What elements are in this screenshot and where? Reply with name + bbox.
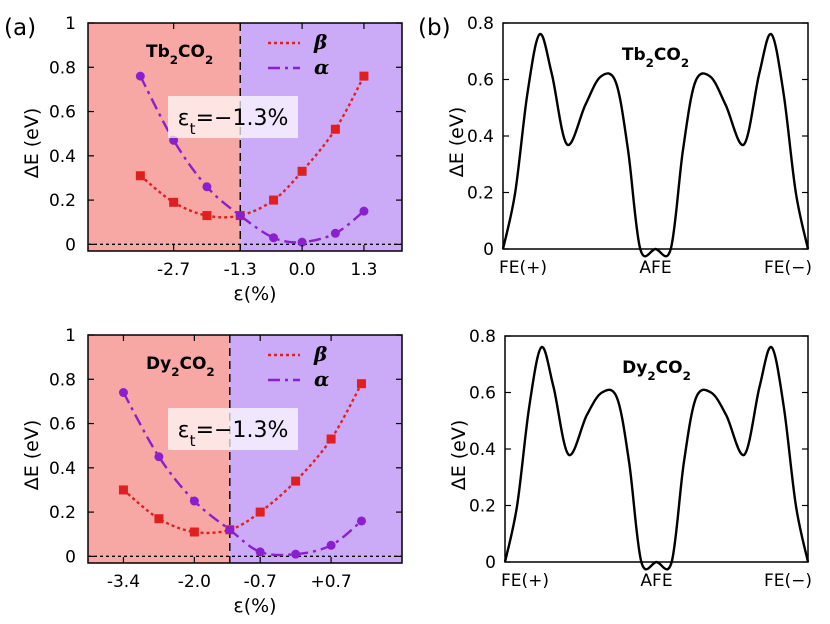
panel-label-a: (a): [4, 15, 36, 41]
data-point-circle: [255, 547, 265, 557]
y-axis-label: ΔE (eV): [21, 108, 43, 179]
y-axis-label: ΔE (eV): [21, 420, 43, 491]
strain-label: εt=−1.3%: [178, 106, 289, 138]
strain-label: εt=−1.3%: [178, 418, 289, 450]
y-tick-label: 0.8: [49, 370, 76, 390]
x-tick-label: FE(−): [764, 571, 812, 591]
x-tick-label: -2.0: [178, 572, 211, 592]
data-point-square: [202, 211, 212, 221]
chart-b-top: 0 0.2 0.4 0.6 0.8 FE(+) AFE FE(−) ΔE (eV) Tb2CO2: [446, 14, 812, 278]
data-point-circle: [225, 525, 235, 535]
data-point-circle: [169, 135, 179, 145]
data-point-square: [326, 434, 336, 444]
x-tick-label: -0.7: [244, 572, 277, 592]
chart-b-bottom: 0 0.2 0.4 0.6 0.8 FE(+) AFE FE(−) ΔE (eV) Dy2CO2: [448, 327, 812, 591]
plot-frame: [87, 334, 403, 564]
data-point-circle: [297, 237, 307, 247]
y-tick-label: 0.8: [49, 58, 76, 78]
y-axis-label: ΔE (eV): [448, 420, 470, 491]
legend-label-alpha: α: [314, 367, 329, 391]
panel-label-b: (b): [418, 15, 451, 41]
data-point-circle: [269, 233, 279, 243]
legend-label-alpha: α: [314, 55, 329, 79]
material-label: Dy2CO2: [146, 354, 215, 379]
material-label: Dy2CO2: [622, 358, 691, 383]
data-point-circle: [189, 496, 199, 506]
y-tick-label: 0: [483, 240, 494, 260]
y-tick-label: 0.2: [467, 184, 494, 204]
data-point-circle: [356, 516, 366, 526]
legend-label-beta: β: [313, 342, 327, 366]
x-axis-label: ε(%): [233, 595, 276, 617]
y-tick-label: 0.4: [467, 127, 494, 147]
x-tick-label: FE(+): [501, 571, 549, 591]
energy-path-curve: [501, 33, 810, 258]
y-tick-label: 0: [65, 235, 76, 255]
y-tick-label: 0.6: [467, 71, 494, 91]
strain-label-box: [168, 96, 298, 138]
x-tick-label: AFE: [640, 571, 672, 591]
y-tick-label: 0.8: [469, 327, 496, 347]
data-point-circle: [330, 228, 340, 238]
y-tick-label: 1: [65, 326, 76, 346]
data-point-circle: [202, 182, 212, 192]
strain-label-box: [168, 408, 298, 450]
data-point-circle: [359, 206, 369, 216]
data-point-square: [330, 124, 340, 134]
x-tick-label: 0.0: [289, 260, 316, 280]
x-tick-label: +0.7: [310, 572, 351, 592]
material-label: Tb2CO2: [622, 45, 689, 70]
material-label: Tb2CO2: [146, 42, 213, 67]
y-tick-label: 0.4: [49, 147, 76, 167]
y-tick-label: 0.6: [49, 103, 76, 123]
y-tick-label: 0.4: [49, 459, 76, 479]
data-point-square: [135, 171, 145, 181]
data-point-square: [356, 379, 366, 389]
data-point-square: [291, 476, 301, 486]
data-point-circle: [135, 71, 145, 81]
data-point-circle: [291, 549, 301, 559]
data-point-circle: [235, 211, 245, 221]
y-tick-label: 0.2: [49, 191, 76, 211]
plot-frame: [87, 22, 403, 252]
data-point-square: [297, 166, 307, 176]
y-tick-label: 0.2: [49, 503, 76, 523]
data-point-square: [189, 527, 199, 537]
x-tick-label: -3.4: [107, 572, 140, 592]
data-point-square: [269, 195, 279, 205]
chart-a-bottom: 0 0.2 0.4 0.6 0.8 1 -3.4 -2.0 -0.7 +0.7 ε(%) ΔE (eV…: [21, 326, 403, 617]
x-tick-label: -1.3: [224, 260, 257, 280]
y-tick-label: 0: [485, 553, 496, 573]
legend-label-beta: β: [313, 30, 327, 54]
y-tick-label: 0.6: [469, 384, 496, 404]
data-point-circle: [326, 540, 336, 550]
y-axis-label: ΔE (eV): [446, 107, 468, 178]
y-tick-label: 0.6: [49, 415, 76, 435]
data-point-circle: [118, 388, 128, 398]
x-axis-label: ε(%): [233, 283, 276, 305]
x-tick-label: FE(−): [764, 258, 812, 278]
y-tick-label: 0.8: [467, 14, 494, 34]
y-tick-label: 0.2: [469, 497, 496, 517]
x-tick-label: 1.3: [350, 260, 377, 280]
x-tick-label: -2.7: [157, 260, 190, 280]
energy-path-curve: [503, 346, 810, 571]
data-point-square: [154, 514, 164, 524]
y-tick-label: 0: [65, 547, 76, 567]
data-point-square: [359, 71, 369, 81]
data-point-square: [118, 485, 128, 495]
series-line-circle: [139, 75, 365, 244]
x-tick-label: AFE: [639, 258, 671, 278]
y-tick-label: 1: [65, 14, 76, 34]
y-tick-label: 0.4: [469, 440, 496, 460]
data-point-circle: [154, 452, 164, 462]
data-point-square: [169, 197, 179, 207]
x-tick-label: FE(+): [499, 258, 547, 278]
chart-a-top: 0 0.2 0.4 0.6 0.8 1 -2.7 -1.3 0.0 1.3 ε(%) ΔE (eV) T…: [21, 14, 403, 305]
data-point-square: [255, 507, 265, 517]
